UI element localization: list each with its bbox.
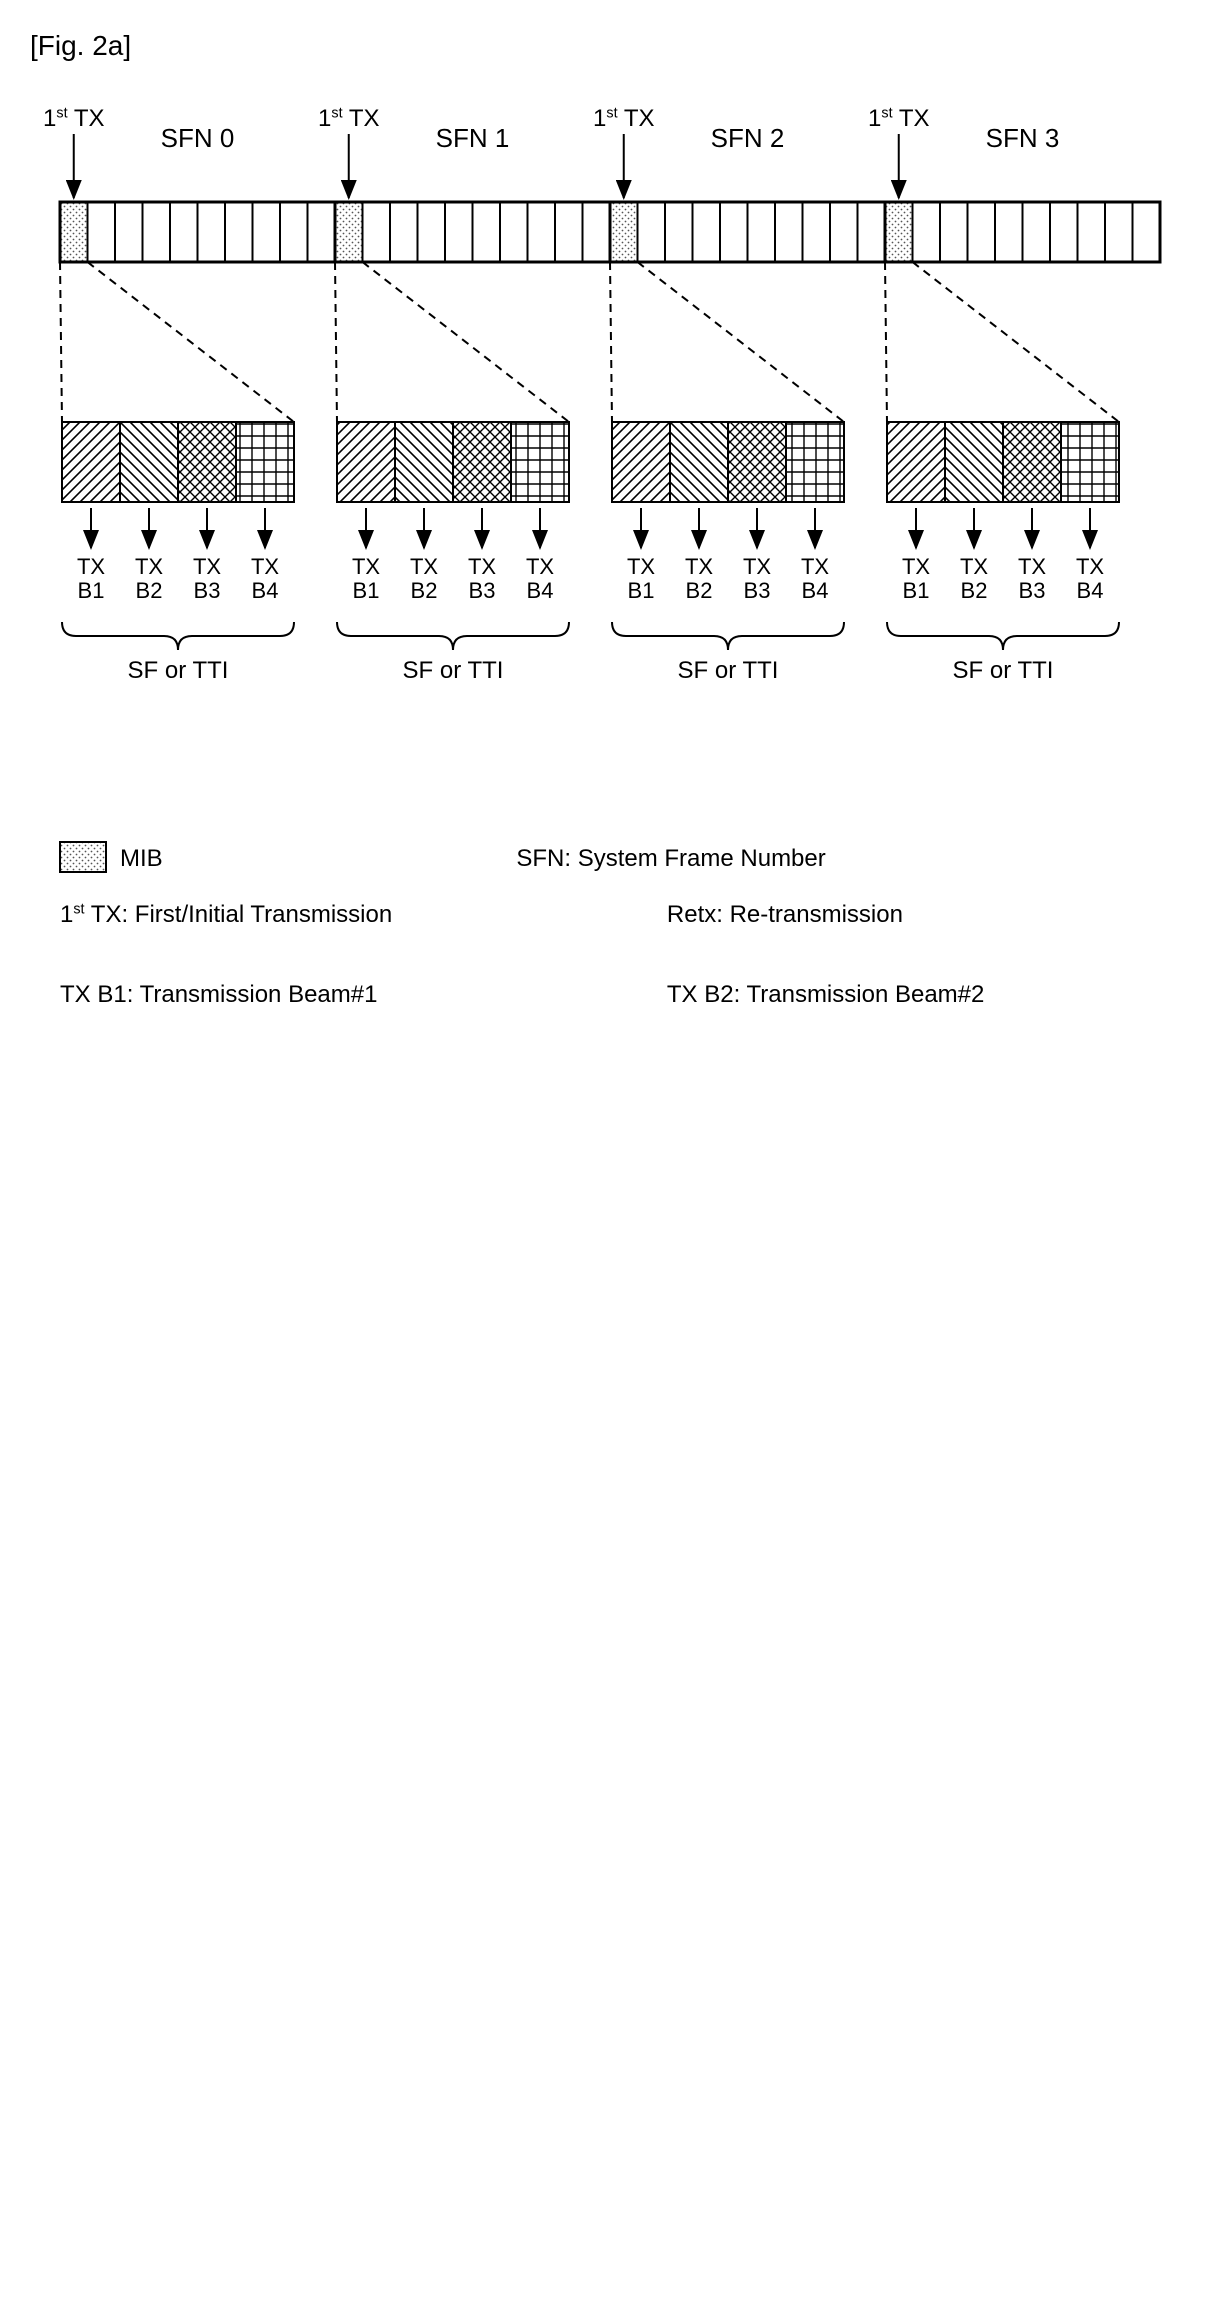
frame-cell xyxy=(418,202,446,262)
svg-text:TXB1: TXB1 xyxy=(627,554,655,603)
svg-text:TXB2: TXB2 xyxy=(135,554,163,603)
zoom-cell xyxy=(945,422,1003,502)
svg-text:1st TX: 1st TX xyxy=(868,105,929,132)
frame-cell xyxy=(968,202,996,262)
svg-text:TX B1: Transmission Beam#1: TX B1: Transmission Beam#1 xyxy=(60,981,377,1008)
zoom-cell xyxy=(887,422,945,502)
frame-cell xyxy=(280,202,308,262)
zoom-cell xyxy=(1003,422,1061,502)
frame-cell xyxy=(170,202,198,262)
zoom-cell xyxy=(178,422,236,502)
svg-text:TXB4: TXB4 xyxy=(251,554,279,603)
svg-text:SF or TTI: SF or TTI xyxy=(128,657,229,684)
frame-cell xyxy=(1133,202,1161,262)
frame-cell xyxy=(858,202,886,262)
frame-cell xyxy=(940,202,968,262)
frame-cell xyxy=(335,202,363,262)
svg-text:SFN 1: SFN 1 xyxy=(436,123,510,153)
mib-swatch xyxy=(60,842,106,872)
svg-text:SFN 2: SFN 2 xyxy=(711,123,785,153)
svg-text:1st TX: 1st TX xyxy=(43,105,104,132)
svg-text:SFN 0: SFN 0 xyxy=(161,123,235,153)
frame-cell xyxy=(665,202,693,262)
frame-cell xyxy=(775,202,803,262)
svg-text:TXB3: TXB3 xyxy=(1018,554,1046,603)
zoom-cell xyxy=(612,422,670,502)
svg-text:TX B2: Transmission Beam#2: TX B2: Transmission Beam#2 xyxy=(667,981,984,1008)
svg-text:Retx: Re-transmission: Retx: Re-transmission xyxy=(667,901,903,928)
frame-cell xyxy=(115,202,143,262)
diagram-svg: SFN 0 1st TX SFN 1 1st TX SFN 2 1st TX SFN 3 1s… xyxy=(30,82,1188,1132)
frame-cell xyxy=(693,202,721,262)
zoom-cell xyxy=(395,422,453,502)
frame-cell xyxy=(60,202,88,262)
frame-cell xyxy=(995,202,1023,262)
zoom-cell xyxy=(1061,422,1119,502)
frame-cell xyxy=(198,202,226,262)
zoom-cell xyxy=(62,422,120,502)
frame-cell xyxy=(363,202,391,262)
frame-cell xyxy=(748,202,776,262)
frame-cell xyxy=(308,202,336,262)
frame-cell xyxy=(143,202,171,262)
zoom-cell xyxy=(728,422,786,502)
svg-text:TXB4: TXB4 xyxy=(1076,554,1104,603)
svg-text:1st TX: 1st TX xyxy=(318,105,379,132)
frame-cell xyxy=(803,202,831,262)
frame-cell xyxy=(390,202,418,262)
svg-text:TXB1: TXB1 xyxy=(77,554,105,603)
frame-cell xyxy=(1105,202,1133,262)
svg-text:MIB: MIB xyxy=(120,845,163,872)
frame-cell xyxy=(885,202,913,262)
svg-text:TXB1: TXB1 xyxy=(902,554,930,603)
frame-cell xyxy=(253,202,281,262)
svg-text:1st TX: 1st TX xyxy=(593,105,654,132)
svg-text:TXB3: TXB3 xyxy=(193,554,221,603)
frame-cell xyxy=(1023,202,1051,262)
zoom-cell xyxy=(337,422,395,502)
frame-cell xyxy=(638,202,666,262)
svg-text:SF or TTI: SF or TTI xyxy=(403,657,504,684)
frame-cell xyxy=(555,202,583,262)
zoom-cell xyxy=(120,422,178,502)
zoom-cell xyxy=(786,422,844,502)
frame-cell xyxy=(583,202,611,262)
svg-text:TXB1: TXB1 xyxy=(352,554,380,603)
svg-text:SFN: System Frame Number: SFN: System Frame Number xyxy=(516,845,825,872)
frame-cell xyxy=(473,202,501,262)
frame-cell xyxy=(913,202,941,262)
zoom-cell xyxy=(453,422,511,502)
svg-text:TXB3: TXB3 xyxy=(743,554,771,603)
zoom-cell xyxy=(511,422,569,502)
svg-text:SF or TTI: SF or TTI xyxy=(678,657,779,684)
frame-cell xyxy=(88,202,116,262)
svg-text:TXB2: TXB2 xyxy=(410,554,438,603)
svg-text:TXB4: TXB4 xyxy=(526,554,554,603)
svg-text:SF or TTI: SF or TTI xyxy=(953,657,1054,684)
figure-label: [Fig. 2a] xyxy=(30,30,1188,62)
frame-cell xyxy=(445,202,473,262)
frame-cell xyxy=(610,202,638,262)
zoom-cell xyxy=(236,422,294,502)
frame-cell xyxy=(500,202,528,262)
zoom-cell xyxy=(670,422,728,502)
frame-cell xyxy=(1050,202,1078,262)
frame-cell xyxy=(830,202,858,262)
frame-cell xyxy=(528,202,556,262)
svg-text:SFN 3: SFN 3 xyxy=(986,123,1060,153)
svg-text:TXB4: TXB4 xyxy=(801,554,829,603)
frame-cell xyxy=(720,202,748,262)
svg-text:1st TX: First/Initial Transmis: 1st TX: First/Initial Transmission xyxy=(60,901,392,928)
frame-cell xyxy=(225,202,253,262)
svg-text:TXB3: TXB3 xyxy=(468,554,496,603)
frame-cell xyxy=(1078,202,1106,262)
svg-text:TXB2: TXB2 xyxy=(685,554,713,603)
svg-text:TXB2: TXB2 xyxy=(960,554,988,603)
